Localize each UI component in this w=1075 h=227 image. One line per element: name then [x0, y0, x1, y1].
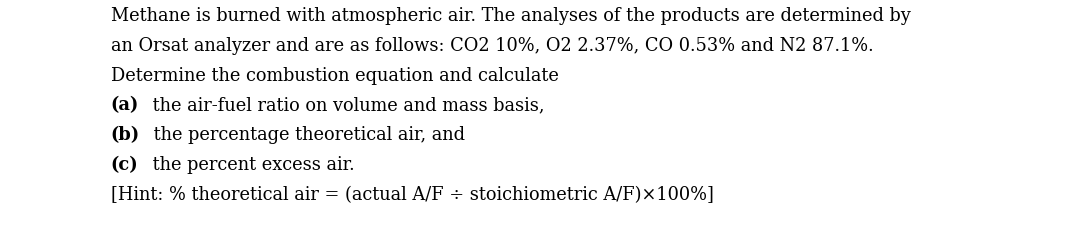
Text: an Orsat analyzer and are as follows: CO2 10%, O2 2.37%, CO 0.53% and N2 87.1%.: an Orsat analyzer and are as follows: CO…: [111, 37, 873, 54]
Text: (b): (b): [111, 126, 140, 144]
Text: Methane is burned with atmospheric air. The analyses of the products are determi: Methane is burned with atmospheric air. …: [111, 7, 911, 25]
Text: the air-fuel ratio on volume and mass basis,: the air-fuel ratio on volume and mass ba…: [147, 96, 545, 114]
Text: Determine the combustion equation and calculate: Determine the combustion equation and ca…: [111, 66, 559, 84]
Text: [Hint: % theoretical air = (actual A/F ÷ stoichiometric A/F)×100%]: [Hint: % theoretical air = (actual A/F ÷…: [111, 185, 714, 203]
Text: the percentage theoretical air, and: the percentage theoretical air, and: [148, 126, 465, 144]
Text: (a): (a): [111, 96, 139, 114]
Text: (c): (c): [111, 155, 139, 173]
Text: the percent excess air.: the percent excess air.: [146, 155, 354, 173]
